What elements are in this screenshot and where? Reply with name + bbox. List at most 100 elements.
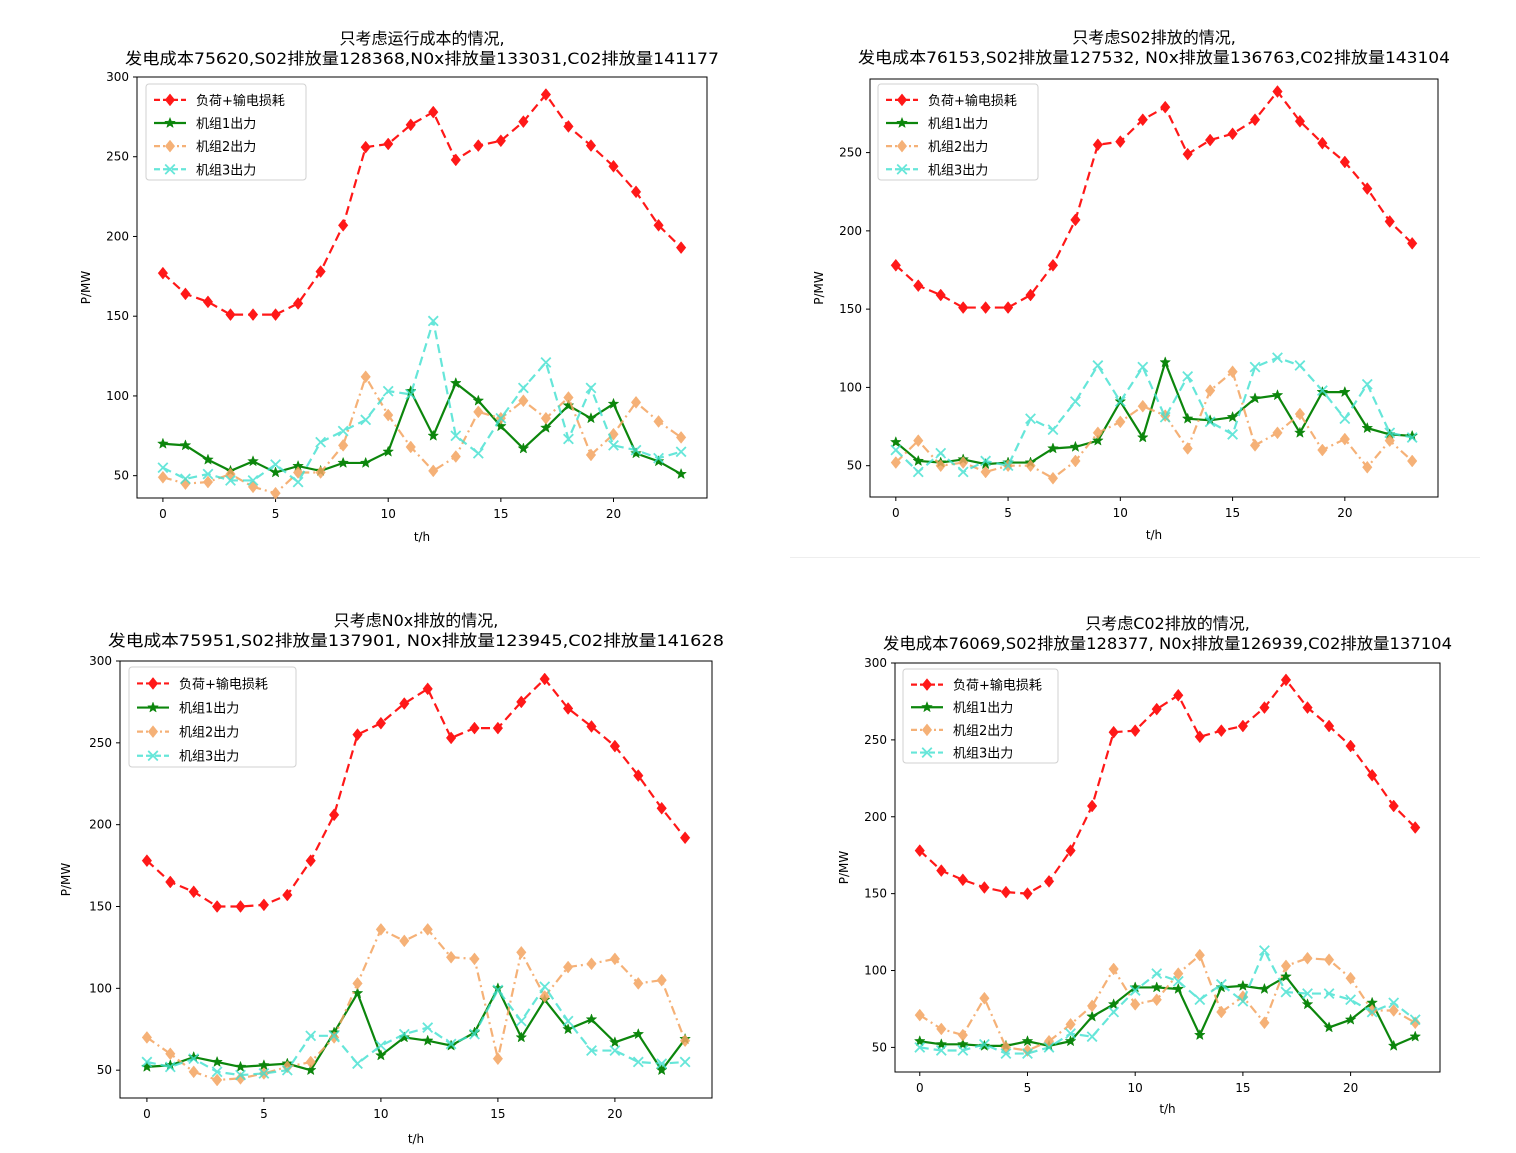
data-point: [630, 447, 642, 459]
legend-item: [154, 139, 186, 153]
data-point: [935, 459, 946, 473]
data-point: [1407, 236, 1418, 250]
data-point: [202, 453, 214, 465]
legend-item: [886, 116, 918, 129]
data-point: [912, 454, 925, 467]
data-point: [383, 408, 394, 422]
data-point: [979, 991, 990, 1005]
data-point: [608, 1036, 621, 1048]
y-tick-label: 150: [106, 309, 129, 323]
legend-item: [137, 677, 169, 690]
data-point: [563, 120, 574, 133]
chart-subtitle: 发电成本76153,S02排放量127532, N0x排放量136763,C02…: [858, 48, 1450, 67]
series-1: [914, 673, 1421, 901]
data-point: [1043, 874, 1055, 888]
data-point: [337, 456, 350, 468]
data-point: [1115, 135, 1126, 149]
data-point: [1345, 739, 1356, 753]
data-point: [608, 159, 619, 173]
data-point: [1194, 948, 1205, 962]
chart-subtitle: 发电成本75951,S02排放量137901, N0x排放量123945,C02…: [108, 631, 724, 650]
data-point: [1182, 147, 1193, 161]
data-point: [562, 702, 574, 715]
data-point: [202, 475, 214, 489]
data-point: [179, 439, 192, 451]
data-point: [1108, 1006, 1120, 1018]
data-point: [473, 405, 484, 419]
data-point: [979, 881, 990, 894]
data-point: [539, 990, 550, 1003]
data-point: [1280, 986, 1292, 998]
data-point: [1410, 821, 1421, 834]
series-4: [914, 945, 1421, 1059]
data-point: [1409, 1014, 1421, 1026]
data-point: [305, 1030, 317, 1042]
legend-marker: [147, 750, 159, 762]
data-point: [653, 415, 664, 428]
data-point: [515, 1015, 527, 1027]
data-point: [270, 486, 281, 500]
legend-marker: [921, 701, 933, 713]
data-point: [1160, 100, 1171, 114]
data-point: [1204, 416, 1216, 428]
data-point: [269, 466, 282, 478]
data-point: [445, 1038, 457, 1050]
legend-marker: [921, 747, 933, 758]
data-point: [1022, 887, 1033, 901]
data-point: [586, 720, 597, 733]
data-point: [585, 448, 597, 462]
data-point: [1384, 427, 1396, 439]
data-point: [1323, 719, 1335, 733]
data-point: [1000, 885, 1012, 899]
y-tick-label: 150: [839, 302, 862, 316]
y-tick-label: 50: [97, 1063, 112, 1077]
data-point: [1259, 701, 1270, 714]
data-point: [1159, 411, 1171, 423]
data-point: [1002, 301, 1014, 314]
data-point: [652, 455, 665, 467]
data-point: [1259, 945, 1270, 956]
legend-label: 机组2出力: [196, 140, 256, 155]
series-line: [162, 374, 682, 495]
data-point: [1065, 1028, 1076, 1039]
data-point: [157, 462, 169, 474]
x-tick-label: 5: [260, 1107, 268, 1121]
data-point: [375, 923, 387, 936]
data-point: [1194, 994, 1206, 1006]
series-3: [157, 370, 687, 500]
x-tick-label: 5: [1004, 506, 1012, 520]
panel-divider: [790, 557, 1480, 558]
data-point: [1323, 988, 1335, 1000]
data-point: [211, 900, 223, 913]
data-point: [1280, 673, 1292, 687]
data-point: [978, 1038, 990, 1050]
data-point: [399, 697, 410, 710]
x-tick-label: 0: [892, 506, 900, 520]
data-point: [656, 1058, 668, 1070]
data-point: [1065, 1017, 1076, 1031]
legend-marker: [164, 163, 176, 175]
data-point: [632, 1027, 645, 1040]
data-point: [1406, 429, 1419, 441]
data-point: [1344, 1013, 1357, 1025]
data-point: [421, 1034, 434, 1046]
data-point: [405, 388, 417, 400]
data-point: [382, 385, 394, 397]
data-point: [1086, 1010, 1099, 1022]
series-4: [141, 981, 691, 1081]
legend-label: 机组1出力: [196, 117, 256, 132]
data-point: [956, 1038, 969, 1050]
data-point: [656, 801, 667, 815]
data-point: [374, 1049, 387, 1061]
y-tick-label: 200: [106, 229, 129, 243]
series-line: [895, 359, 1413, 466]
data-point: [1216, 724, 1227, 738]
data-point: [1150, 981, 1163, 993]
legend-marker: [164, 139, 176, 153]
y-tick-label: 100: [864, 964, 887, 978]
y-axis-label: P/MW: [837, 851, 851, 885]
legend-box: [902, 668, 1059, 764]
legend-item: [886, 139, 918, 153]
data-point: [913, 434, 924, 448]
data-point: [1107, 998, 1120, 1010]
